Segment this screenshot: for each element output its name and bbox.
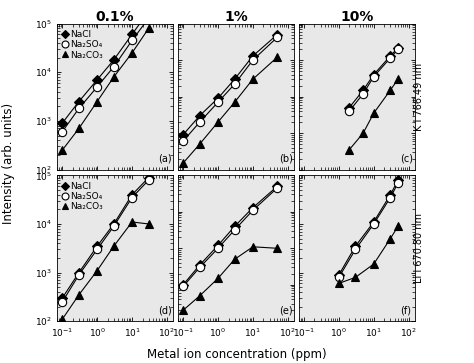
- Title: 10%: 10%: [340, 9, 374, 24]
- Text: Metal ion concentration (ppm): Metal ion concentration (ppm): [147, 348, 327, 361]
- Text: (f): (f): [400, 305, 410, 315]
- Text: (b): (b): [279, 154, 292, 164]
- Title: 0.1%: 0.1%: [96, 9, 134, 24]
- Text: (c): (c): [400, 154, 413, 164]
- Legend: NaCl, Na₂SO₄, Na₂CO₃: NaCl, Na₂SO₄, Na₂CO₃: [62, 180, 105, 213]
- Y-axis label: Li I 670.80 nm: Li I 670.80 nm: [414, 213, 424, 283]
- Text: (a): (a): [158, 154, 172, 164]
- Legend: NaCl, Na₂SO₄, Na₂CO₃: NaCl, Na₂SO₄, Na₂CO₃: [62, 28, 105, 61]
- Text: (e): (e): [279, 305, 292, 315]
- Text: (d): (d): [158, 305, 172, 315]
- Y-axis label: K I 766.49 nm: K I 766.49 nm: [414, 62, 424, 131]
- Text: Intensity (arb. units): Intensity (arb. units): [2, 103, 15, 224]
- Title: 1%: 1%: [224, 9, 248, 24]
